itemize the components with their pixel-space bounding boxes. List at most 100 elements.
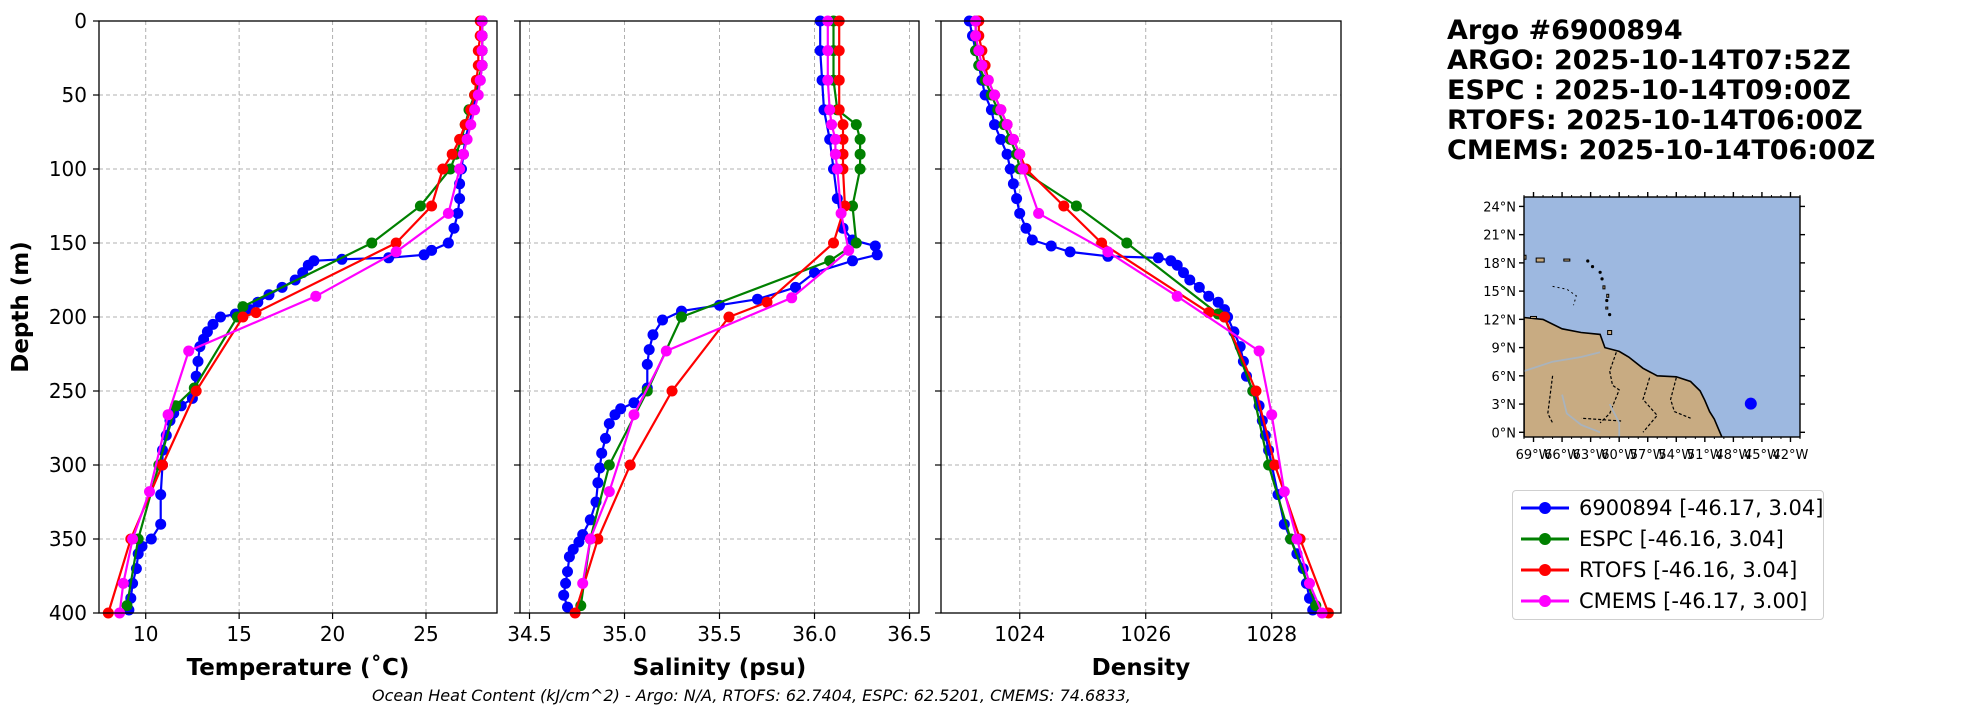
temperature-point-espc [366,237,378,249]
inset-island-dot [1605,298,1609,303]
salinity-point-6900894 [558,589,570,601]
salinity-xtick-label: 35.0 [602,622,647,646]
density-line-6900894 [968,20,1314,611]
salinity-point-cmems [786,292,798,304]
density-point-cmems [1253,345,1265,357]
salinity-point-cmems [822,45,834,57]
temperature-point-cmems [390,246,402,258]
density-xtick-label: 1028 [1246,622,1297,646]
salinity-point-rtofs [837,148,849,160]
inset-lat-label: 15°N [1483,285,1516,300]
temperature-xtick-label: 25 [413,622,438,646]
temperature-point-espc [414,200,426,212]
depth-tick-label: 250 [49,379,87,403]
salinity-point-cmems [628,409,640,421]
salinity-point-espc [854,133,866,145]
inset-land-layer [1524,254,1723,437]
salinity-point-6900894 [657,314,668,326]
temperature-series-cmems [114,15,488,619]
density-point-cmems [1102,246,1114,258]
inset-island [1605,306,1609,310]
density-point-cmems [1014,148,1026,160]
temperature-point-cmems [457,148,469,160]
density-series-cmems [970,15,1328,619]
temperature-point-6900894 [192,355,204,367]
salinity-point-6900894 [847,255,858,267]
density-point-espc [1121,237,1133,249]
density-point-cmems [1017,163,1029,175]
legend: 6900894 [-46.17, 3.04] ESPC [-46.16, 3.0… [1512,490,1824,620]
salinity-point-6900894 [869,240,881,252]
salinity-point-rtofs [828,237,839,249]
temperature-point-6900894 [442,237,454,249]
salinity-line-rtofs [574,21,847,614]
salinity-point-6900894 [814,45,826,57]
inset-island [1602,285,1606,290]
salinity-point-6900894 [603,418,615,430]
density-point-6900894 [1004,163,1016,175]
temperature-point-6900894 [155,489,167,501]
depth-tick-label: 300 [49,453,87,477]
density-point-cmems [1304,577,1315,589]
density-point-6900894 [1184,274,1196,286]
inset-lon-label: 66°W [1544,448,1580,463]
salinity-point-6900894 [790,281,801,293]
density-point-6900894 [1020,222,1032,234]
density-point-cmems [995,104,1007,116]
salinity-point-espc [854,148,866,160]
salinity-series-6900894 [558,15,883,613]
density-point-6900894 [1193,281,1205,293]
salinity-point-espc [847,200,858,212]
density-point-cmems [1278,486,1290,498]
temperature-point-cmems [476,30,488,42]
salinity-point-6900894 [609,409,621,421]
density-point-espc [1070,200,1082,212]
salinity-point-cmems [826,119,838,131]
temperature-point-cmems [454,163,466,175]
density-point-rtofs [1250,385,1262,397]
density-xtick-label: 1024 [994,622,1045,646]
salinity-point-cmems [822,74,834,86]
salinity-xtick-label: 36.0 [792,622,837,646]
density-point-cmems [970,30,982,42]
temperature-point-rtofs [157,459,168,471]
depth-tick-label: 150 [49,231,87,255]
temperature-xtick-label: 20 [320,622,345,646]
temperature-series-espc [121,15,488,612]
temperature-xtick-label: 10 [133,622,158,646]
density-point-6900894 [989,119,1000,131]
inset-island-dot [1598,270,1602,274]
temperature-point-cmems [476,45,488,57]
salinity-point-6900894 [594,462,606,474]
density-point-6900894 [1064,246,1076,258]
salinity-point-rtofs [833,45,845,57]
density-point-cmems [1033,207,1045,219]
legend-item-rtofs: RTOFS [-46.16, 3.04] [1513,555,1823,585]
density-point-6900894 [1152,252,1164,264]
temperature-point-rtofs [446,148,458,160]
density-point-6900894 [1045,240,1057,252]
salinity-point-6900894 [641,358,653,370]
salinity-point-espc [824,255,836,267]
salinity-point-6900894 [560,577,572,589]
density-xtick-label: 1026 [1120,622,1171,646]
temperature-point-cmems [310,290,322,302]
inset-lon-label: 42°W [1773,448,1809,463]
legend-label-rtofs: RTOFS [-46.16, 3.04] [1579,558,1798,582]
temperature-point-cmems [469,104,481,116]
legend-label-argo: 6900894 [-46.17, 3.04] [1579,496,1824,520]
inset-lat-label: 9°N [1492,342,1517,357]
salinity-point-cmems [835,207,847,219]
salinity-point-rtofs [624,459,636,471]
depth-tick-label: 350 [49,527,87,551]
inset-island [1606,293,1610,298]
inset-river [1524,351,1601,372]
inset-lat-label: 12°N [1483,313,1516,328]
salinity-point-6900894 [752,293,763,305]
temperature-point-cmems [117,577,129,589]
salinity-point-cmems [831,163,843,175]
temperature-point-cmems [476,59,488,71]
salinity-point-rtofs [833,74,845,86]
salinity-point-6900894 [600,432,611,444]
salinity-line-espc [579,21,862,606]
